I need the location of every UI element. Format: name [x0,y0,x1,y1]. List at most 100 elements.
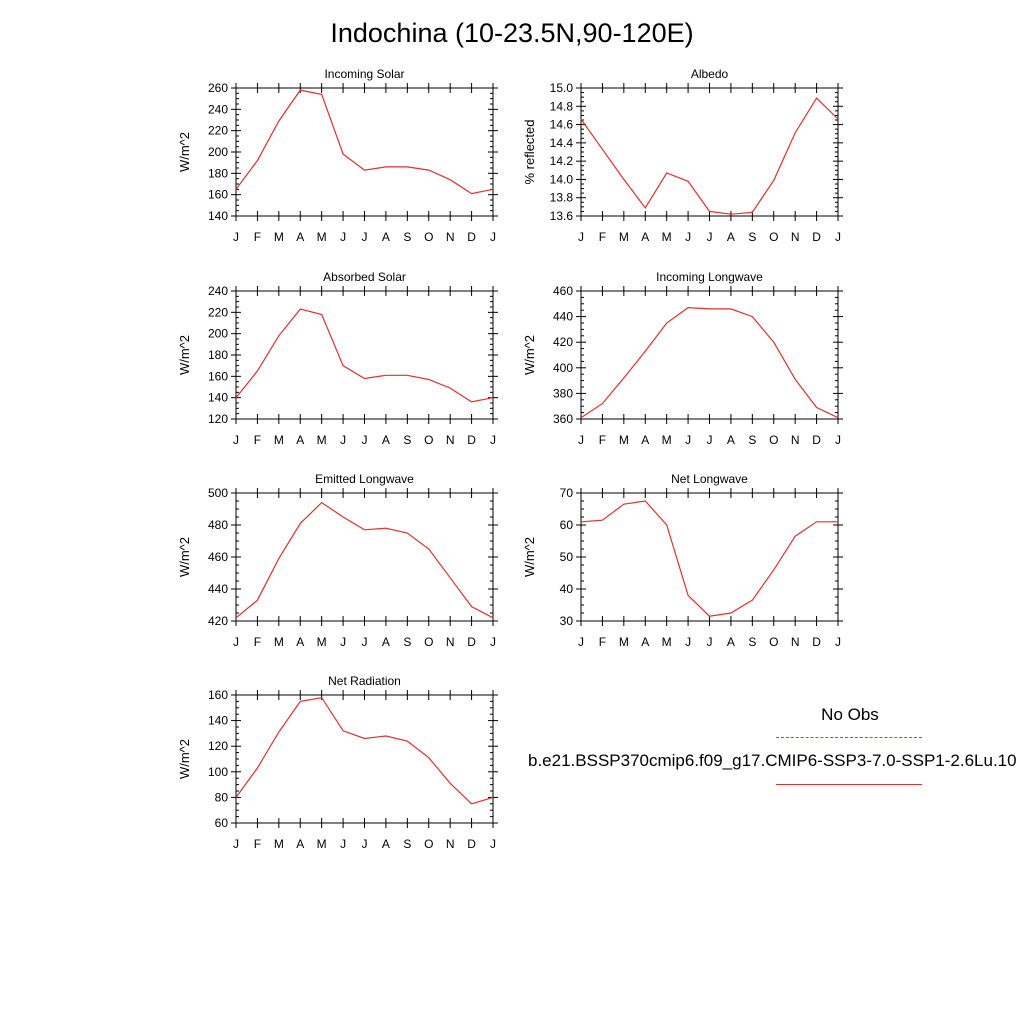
series-line [580,500,838,617]
x-tick-label: S [403,635,411,649]
x-tick-label: J [362,635,368,649]
y-tick-label: 440 [553,310,573,324]
x-tick-label: J [233,635,239,649]
y-tick-label: 13.8 [550,191,574,205]
plot-frame [235,492,494,622]
x-tick-label: O [424,635,433,649]
x-tick-label: J [340,230,346,244]
x-tick-label: N [446,837,455,851]
y-tick-label: 260 [208,81,228,95]
y-tick-label: 180 [208,166,228,180]
plot-frame [235,694,494,824]
y-axis-label: W/m^2 [522,537,537,577]
y-tick-label: 160 [208,688,228,702]
x-tick-label: J [233,230,239,244]
y-tick-label: 100 [208,765,228,779]
x-tick-label: A [382,433,390,447]
x-tick-label: F [599,433,606,447]
x-tick-label: J [685,230,691,244]
y-tick-label: 500 [208,486,228,500]
x-tick-label: M [619,635,629,649]
x-tick-label: F [254,837,261,851]
x-tick-label: J [490,837,496,851]
x-tick-label: N [791,433,800,447]
y-axis-label: W/m^2 [177,739,192,779]
y-axis-label: % reflected [522,119,537,184]
y-tick-label: 14.6 [550,118,574,132]
x-tick-label: S [748,635,756,649]
x-tick-label: A [296,433,304,447]
series-line [580,97,839,215]
x-tick-label: A [296,837,304,851]
x-tick-label: S [403,433,411,447]
x-tick-label: J [835,230,841,244]
y-tick-label: 140 [208,209,228,223]
x-tick-label: M [274,433,284,447]
x-tick-label: O [424,837,433,851]
x-tick-label: D [467,433,476,447]
x-tick-label: O [769,635,778,649]
x-tick-label: M [317,837,327,851]
x-tick-label: A [727,433,735,447]
chart-title: Albedo [691,67,729,81]
x-tick-label: A [382,230,390,244]
y-tick-label: 360 [553,412,573,426]
x-tick-label: M [317,635,327,649]
y-tick-label: 120 [208,412,228,426]
y-tick-label: 40 [560,582,574,596]
y-tick-label: 440 [208,582,228,596]
y-tick-label: 200 [208,327,228,341]
legend-obs-line [776,737,922,738]
x-tick-label: M [619,433,629,447]
plot-frame [580,87,839,217]
x-tick-label: N [446,635,455,649]
y-tick-label: 240 [208,284,228,298]
y-tick-label: 14.2 [550,154,574,168]
x-tick-label: M [317,230,327,244]
x-tick-label: A [727,635,735,649]
y-tick-label: 140 [208,714,228,728]
y-tick-label: 200 [208,145,228,159]
x-tick-label: J [233,837,239,851]
x-tick-label: F [254,433,261,447]
y-tick-label: 400 [553,361,573,375]
y-tick-label: 480 [208,518,228,532]
x-tick-label: J [340,433,346,447]
plot-frame [580,492,839,622]
x-tick-label: A [296,230,304,244]
chart-title: Incoming Longwave [656,270,763,284]
y-axis-label: W/m^2 [177,132,192,172]
y-tick-label: 240 [208,102,228,116]
x-tick-label: D [467,837,476,851]
y-tick-label: 460 [553,284,573,298]
y-tick-label: 80 [215,790,229,804]
x-tick-label: N [446,230,455,244]
y-tick-label: 220 [208,305,228,319]
y-axis-label: W/m^2 [177,537,192,577]
series-line [235,308,494,403]
y-tick-label: 420 [208,614,228,628]
y-tick-label: 160 [208,188,228,202]
legend-model-label: b.e21.BSSP370cmip6.f09_g17.CMIP6-SSP3-7.… [528,751,1017,770]
x-tick-label: M [317,433,327,447]
x-tick-label: D [467,230,476,244]
x-tick-label: J [233,433,239,447]
plot-frame [580,290,839,420]
y-tick-label: 60 [560,518,574,532]
x-tick-label: J [685,635,691,649]
x-tick-label: J [707,230,713,244]
x-tick-label: J [707,433,713,447]
x-tick-label: A [641,230,649,244]
y-tick-label: 15.0 [550,81,574,95]
x-tick-label: A [296,635,304,649]
y-tick-label: 60 [215,816,229,830]
y-tick-label: 420 [553,335,573,349]
x-tick-label: M [662,635,672,649]
x-tick-label: A [641,433,649,447]
x-tick-label: J [707,635,713,649]
